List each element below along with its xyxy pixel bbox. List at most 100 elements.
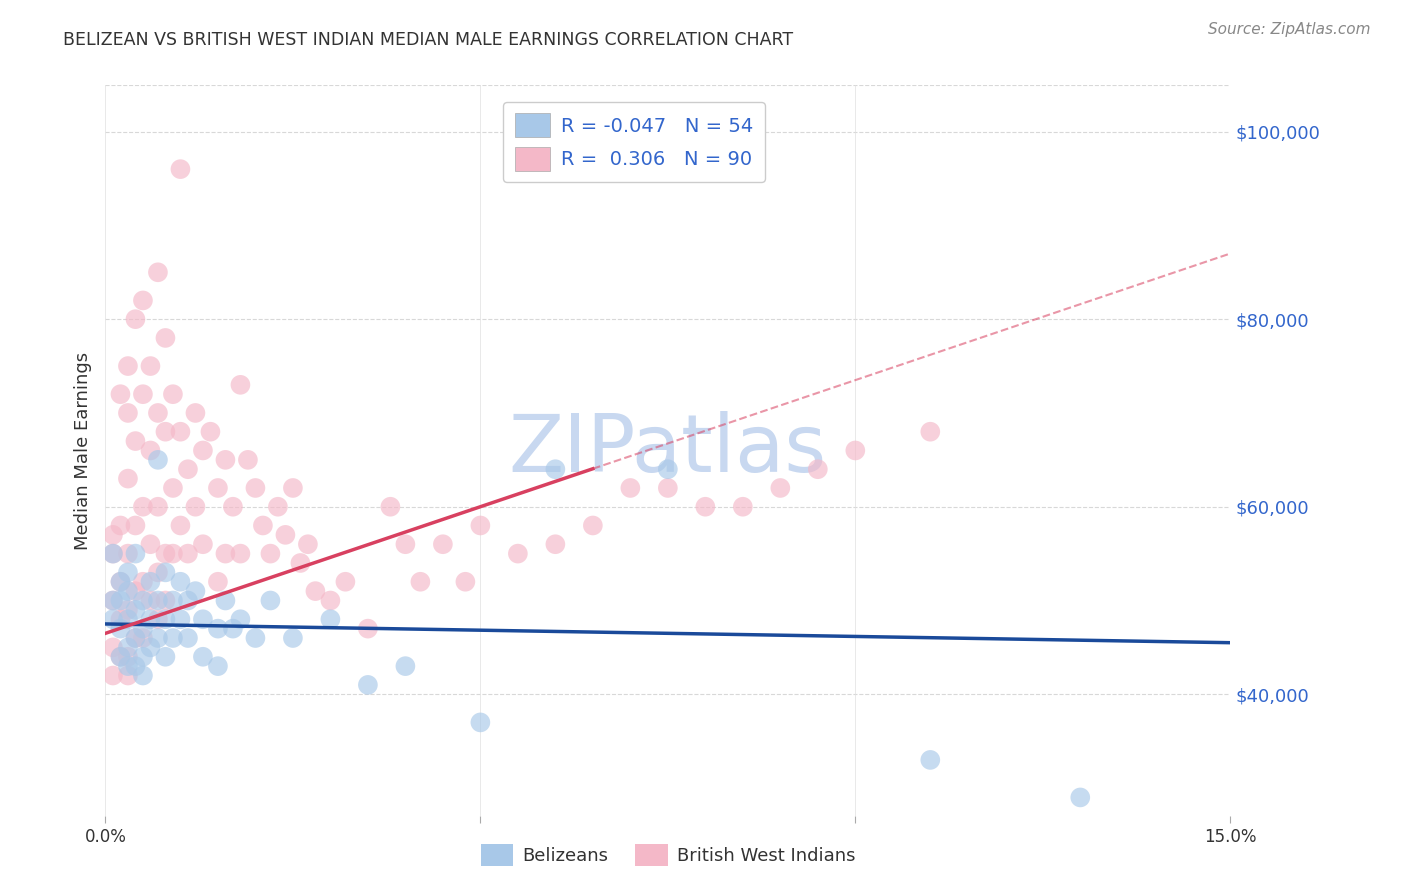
Point — [357, 678, 380, 692]
Point — [807, 462, 830, 476]
Point — [657, 481, 679, 495]
Point — [132, 500, 155, 514]
Point — [155, 547, 177, 561]
Point — [124, 518, 146, 533]
Point — [236, 453, 259, 467]
Point — [146, 593, 169, 607]
Point — [245, 631, 267, 645]
Y-axis label: Median Male Earnings: Median Male Earnings — [73, 351, 91, 549]
Point — [169, 612, 191, 626]
Point — [229, 612, 252, 626]
Point — [731, 500, 754, 514]
Point — [101, 547, 124, 561]
Point — [357, 622, 380, 636]
Point — [544, 537, 567, 551]
Point — [281, 631, 304, 645]
Point — [146, 265, 169, 279]
Point — [920, 753, 942, 767]
Point — [155, 612, 177, 626]
Point — [319, 612, 342, 626]
Point — [214, 547, 236, 561]
Point — [117, 603, 139, 617]
Point — [177, 547, 200, 561]
Point — [432, 537, 454, 551]
Point — [267, 500, 290, 514]
Point — [304, 584, 326, 599]
Point — [110, 649, 132, 664]
Point — [117, 640, 139, 655]
Point — [619, 481, 641, 495]
Point — [191, 443, 214, 458]
Point — [319, 593, 342, 607]
Point — [146, 453, 169, 467]
Point — [470, 715, 492, 730]
Point — [139, 640, 162, 655]
Point — [184, 500, 207, 514]
Point — [191, 537, 214, 551]
Point — [155, 593, 177, 607]
Point — [146, 406, 169, 420]
Point — [281, 481, 304, 495]
Point — [101, 612, 124, 626]
Point — [139, 593, 162, 607]
Legend: R = -0.047   N = 54, R =  0.306   N = 90: R = -0.047 N = 54, R = 0.306 N = 90 — [503, 102, 765, 182]
Point — [132, 593, 155, 607]
Point — [191, 612, 214, 626]
Point — [146, 566, 169, 580]
Text: BELIZEAN VS BRITISH WEST INDIAN MEDIAN MALE EARNINGS CORRELATION CHART: BELIZEAN VS BRITISH WEST INDIAN MEDIAN M… — [63, 31, 793, 49]
Point — [177, 462, 200, 476]
Point — [582, 518, 605, 533]
Text: ZIPatlas: ZIPatlas — [509, 411, 827, 490]
Point — [146, 500, 169, 514]
Point — [155, 425, 177, 439]
Point — [229, 377, 252, 392]
Point — [117, 547, 139, 561]
Point — [394, 659, 416, 673]
Text: Source: ZipAtlas.com: Source: ZipAtlas.com — [1208, 22, 1371, 37]
Point — [132, 668, 155, 682]
Point — [110, 387, 132, 401]
Point — [177, 593, 200, 607]
Point — [155, 331, 177, 345]
Point — [297, 537, 319, 551]
Point — [117, 612, 139, 626]
Point — [162, 481, 184, 495]
Point — [132, 293, 155, 308]
Point — [132, 631, 155, 645]
Point — [124, 631, 146, 645]
Point — [110, 593, 132, 607]
Point — [214, 453, 236, 467]
Point — [920, 425, 942, 439]
Point — [117, 566, 139, 580]
Point — [132, 622, 155, 636]
Point — [162, 387, 184, 401]
Point — [259, 593, 281, 607]
Point — [207, 574, 229, 589]
Point — [155, 566, 177, 580]
Point — [214, 593, 236, 607]
Point — [110, 649, 132, 664]
Point — [470, 518, 492, 533]
Point — [544, 462, 567, 476]
Point — [117, 649, 139, 664]
Point — [124, 631, 146, 645]
Point — [695, 500, 717, 514]
Point — [124, 603, 146, 617]
Point — [101, 528, 124, 542]
Point — [207, 659, 229, 673]
Point — [162, 593, 184, 607]
Point — [245, 481, 267, 495]
Point — [177, 631, 200, 645]
Point — [155, 649, 177, 664]
Point — [274, 528, 297, 542]
Point — [200, 425, 222, 439]
Point — [101, 668, 124, 682]
Point — [207, 622, 229, 636]
Point — [162, 547, 184, 561]
Point — [110, 518, 132, 533]
Point — [169, 574, 191, 589]
Point — [117, 668, 139, 682]
Point — [657, 462, 679, 476]
Point — [769, 481, 792, 495]
Point — [259, 547, 281, 561]
